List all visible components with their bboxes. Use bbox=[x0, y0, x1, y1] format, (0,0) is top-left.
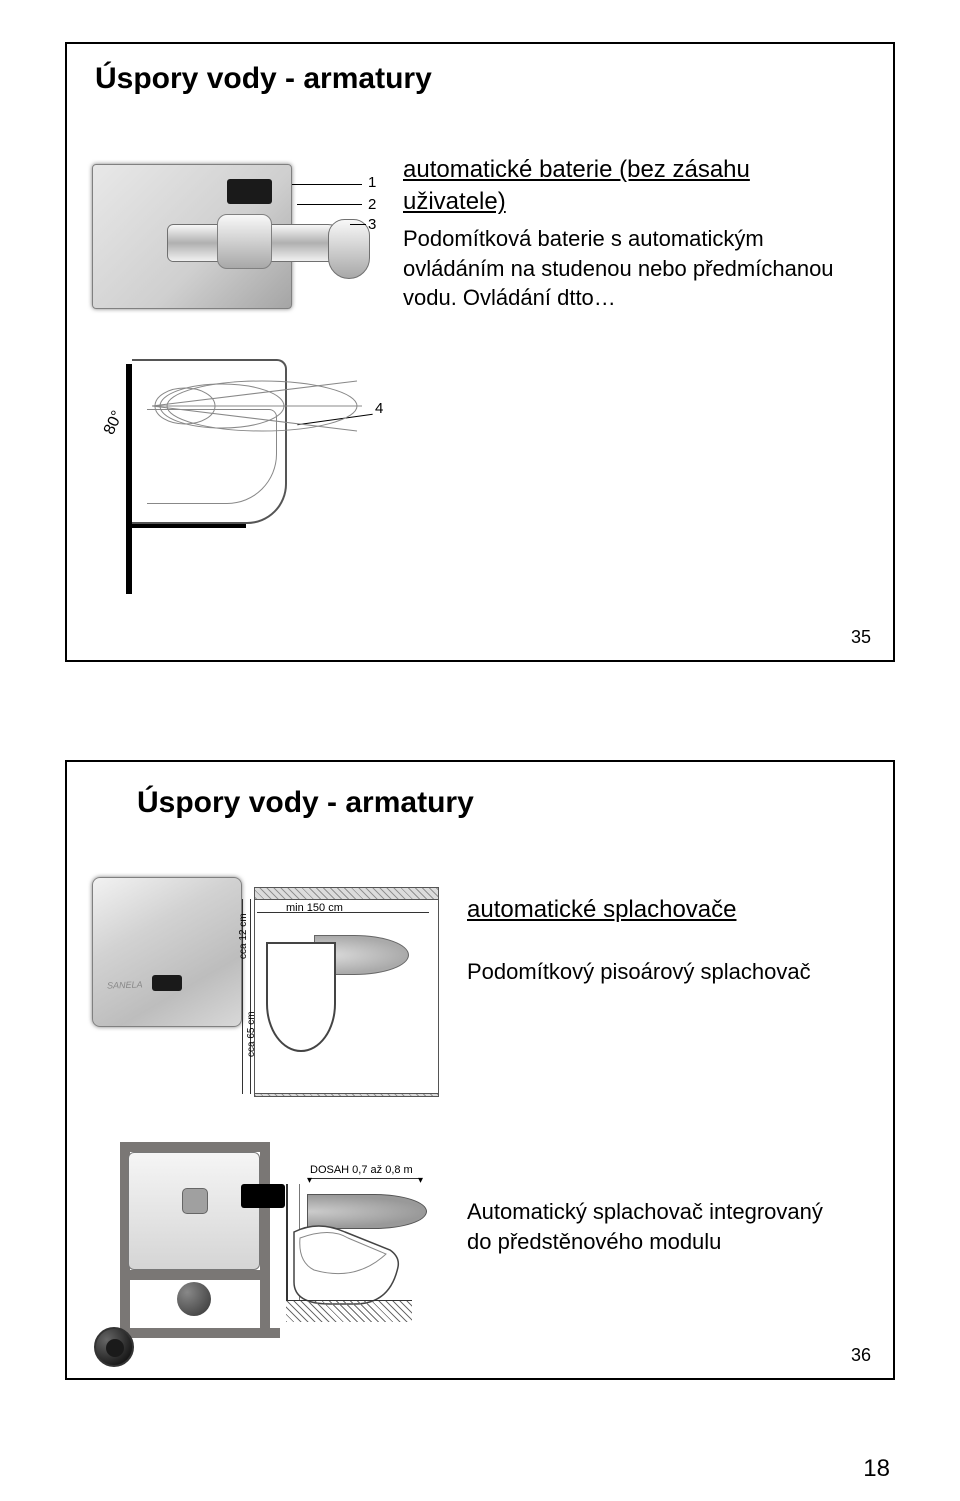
slide1-subtitle: automatické baterie (bez zásahu uživatel… bbox=[403, 154, 833, 219]
ir-sensor bbox=[227, 179, 272, 204]
flush-plate bbox=[92, 877, 242, 1027]
leader-4 bbox=[297, 414, 372, 426]
dosah-label: DOSAH 0,7 až 0,8 m bbox=[310, 1164, 413, 1176]
flush-button bbox=[182, 1188, 208, 1214]
figure-faucet: 1 2 3 4 80° bbox=[92, 154, 422, 634]
urinal-diagram: cca 12 cm cca 65 cm min 150 cm bbox=[254, 887, 439, 1097]
faucet-aerator bbox=[328, 219, 370, 279]
page: Úspory vody - armatury automatické bater… bbox=[0, 0, 960, 1501]
angle-80: 80° bbox=[101, 408, 128, 438]
dim-cca12: cca 12 cm bbox=[238, 913, 249, 959]
urinal-shape bbox=[266, 942, 336, 1052]
toilet-outline bbox=[290, 1212, 410, 1312]
slide2-number: 36 bbox=[851, 1345, 871, 1366]
frame-top bbox=[120, 1142, 270, 1152]
figure-urinal: SANELA cca 12 cm cca 65 cm min 150 cm bbox=[92, 877, 452, 1137]
drain-outlet bbox=[177, 1282, 211, 1316]
dim-line-top bbox=[257, 912, 429, 913]
callout-3: 3 bbox=[368, 216, 376, 233]
callout-2: 2 bbox=[368, 196, 376, 213]
dosah-line: ▾ ▾ bbox=[310, 1178, 420, 1179]
slide-35: Úspory vody - armatury automatické bater… bbox=[65, 42, 895, 662]
dim-min150: min 150 cm bbox=[286, 902, 343, 914]
ground-hatch bbox=[286, 1300, 412, 1322]
slide1-title: Úspory vody - armatury bbox=[95, 62, 432, 96]
slide2-title: Úspory vody - armatury bbox=[137, 786, 474, 820]
leader-3 bbox=[350, 224, 366, 225]
slide1-number: 35 bbox=[851, 627, 871, 648]
slide2-body1: Podomítkový pisoárový splachovač bbox=[467, 957, 847, 987]
module-sensor bbox=[241, 1184, 285, 1208]
leader-2 bbox=[297, 204, 362, 205]
slide2-subtitle: automatické splachovače bbox=[467, 894, 736, 926]
page-number: 18 bbox=[863, 1455, 890, 1483]
counter-line bbox=[126, 524, 246, 528]
dim-cca65: cca 65 cm bbox=[246, 1011, 257, 1057]
figure-module: DOSAH 0,7 až 0,8 m ▾ ▾ bbox=[92, 1142, 472, 1367]
frame-base bbox=[110, 1328, 280, 1338]
slide2-body2: Automatický splachovač integrovaný do př… bbox=[467, 1197, 847, 1256]
slide-36: Úspory vody - armatury automatické splac… bbox=[65, 760, 895, 1380]
faucet-body bbox=[217, 214, 272, 269]
callout-1: 1 bbox=[368, 174, 376, 191]
flush-sensor bbox=[152, 975, 182, 991]
frame-right bbox=[260, 1142, 270, 1332]
dim-vbar1 bbox=[250, 899, 251, 1094]
brand-label: SANELA bbox=[107, 979, 143, 990]
leader-1 bbox=[292, 184, 362, 185]
callout-4: 4 bbox=[375, 400, 383, 417]
frame-mid bbox=[120, 1270, 270, 1280]
floor-pipe bbox=[94, 1327, 134, 1367]
sink-basin bbox=[147, 409, 277, 504]
slide1-body: Podomítková baterie s automatickým ovlád… bbox=[403, 224, 843, 313]
